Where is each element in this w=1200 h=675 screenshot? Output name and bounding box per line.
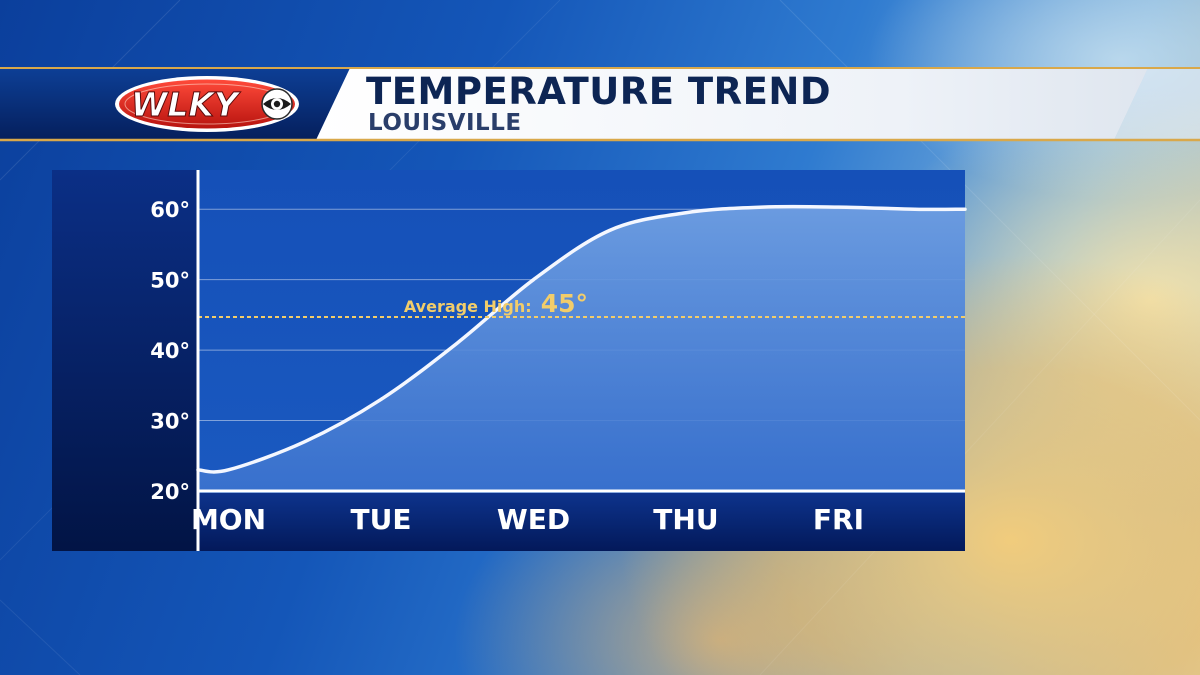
cbs-eye-icon [261,88,293,120]
y-tick-label: 50° [150,269,190,293]
y-tick-label: 20° [150,480,190,504]
y-tick-label: 40° [150,339,190,363]
wlky-logo: WLKY [115,76,299,132]
x-axis-band [198,493,965,551]
y-tick-label: 60° [150,198,190,222]
x-tick-labels: MON TUE WED THU FRI [191,503,864,536]
svg-text:WLKY: WLKY [131,85,241,124]
x-tick-label: THU [653,503,718,536]
header-banner: WLKY TEMPERATURE TREND LOUISVILLE [0,66,1200,142]
y-tick-labels: 20° 30° 40° 50° 60° [150,198,190,504]
x-tick-label: TUE [350,503,411,536]
x-tick-label: WED [497,503,570,536]
average-high-value: 45° [541,289,588,318]
page-title: TEMPERATURE TREND [366,70,832,113]
x-tick-label: MON [191,503,266,536]
temperature-area [198,206,965,491]
average-high-label: Average High: 45° [404,289,588,318]
location-subtitle: LOUISVILLE [368,110,522,136]
y-axis-panel [52,170,198,551]
y-tick-label: 30° [150,410,190,434]
temperature-chart: Average High: 45° 20° 30° 40° 50° 60° MON TUE… [52,170,967,551]
temperature-curve [196,204,967,474]
average-high-text: Average High: [404,297,532,316]
x-tick-label: FRI [813,503,864,536]
